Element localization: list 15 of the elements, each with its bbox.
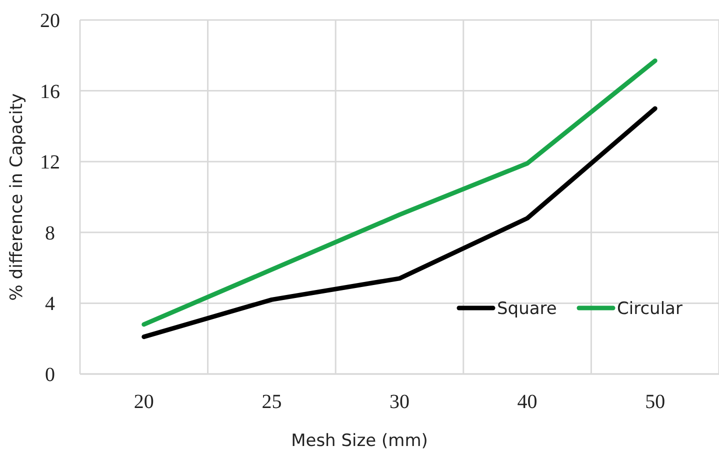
x-tick-label: 25 xyxy=(262,391,282,413)
legend-label: Circular xyxy=(617,298,682,319)
y-tick-label: 12 xyxy=(40,152,60,174)
x-tick-label: 30 xyxy=(390,391,410,413)
x-tick-label: 20 xyxy=(134,391,154,413)
y-tick-label: 16 xyxy=(40,80,60,103)
legend-label: Square xyxy=(497,298,557,319)
y-axis-title: % difference in Capacity xyxy=(7,93,27,301)
y-tick-label: 0 xyxy=(45,364,55,386)
y-tick-label: 4 xyxy=(45,293,55,316)
y-tick-label: 20 xyxy=(40,10,60,32)
x-tick-label: 50 xyxy=(645,391,666,413)
x-axis-title: Mesh Size (mm) xyxy=(291,431,428,451)
y-tick-label: 8 xyxy=(45,222,55,244)
x-tick-label: 40 xyxy=(517,391,538,413)
